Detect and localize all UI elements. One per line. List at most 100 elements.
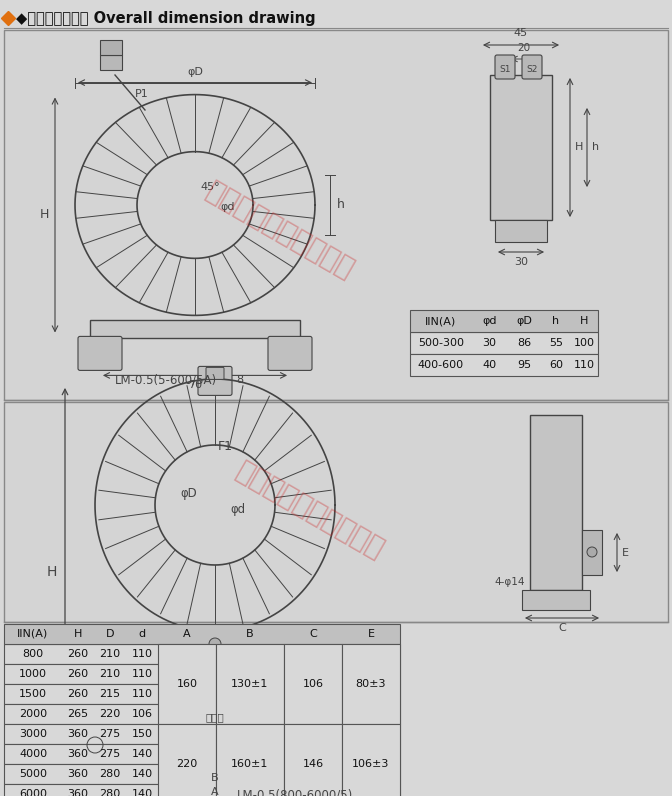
Bar [231,655,249,669]
Bar [582,530,602,575]
Text: 110: 110 [573,360,595,370]
Bar [181,655,199,669]
Text: H: H [580,316,588,326]
FancyBboxPatch shape [78,337,122,370]
Bar [342,724,400,796]
Text: 5000: 5000 [19,769,47,779]
Text: h: h [592,142,599,153]
FancyBboxPatch shape [57,728,373,762]
Bar [4,704,400,724]
FancyBboxPatch shape [495,55,515,79]
Text: 140: 140 [132,749,153,759]
Bar [183,635,197,649]
Text: 20: 20 [517,43,531,53]
Text: B: B [246,629,254,639]
Text: A: A [211,787,219,796]
Text: E: E [368,629,374,639]
Bar [4,764,400,784]
Text: 8: 8 [236,376,243,385]
Bar [284,724,342,796]
Bar [410,310,598,332]
Text: 220: 220 [99,709,121,719]
Text: LM-0.5(800-6000/5): LM-0.5(800-6000/5) [237,788,353,796]
Circle shape [587,547,597,557]
Text: 55: 55 [549,338,563,348]
Text: 1000: 1000 [19,669,47,679]
Text: 140: 140 [132,769,153,779]
Bar [4,30,668,400]
Text: 215: 215 [99,689,120,699]
Text: ◆外形及安装尺寸 Overall dimension drawing: ◆外形及安装尺寸 Overall dimension drawing [16,10,316,25]
Text: 45°: 45° [200,182,220,192]
Text: 106±3: 106±3 [352,759,390,769]
Text: C: C [558,623,566,633]
Text: H: H [74,629,82,639]
Text: 106: 106 [132,709,153,719]
Text: 260: 260 [67,649,89,659]
Text: φd: φd [230,503,245,516]
Text: φD: φD [187,67,203,76]
Bar [284,644,342,724]
Text: IIN(A): IIN(A) [17,629,48,639]
Bar [410,332,598,354]
Bar [530,415,582,590]
Text: S2: S2 [526,65,538,75]
Text: 45: 45 [514,28,528,38]
Bar [410,354,598,376]
Bar [522,590,590,610]
Text: 260: 260 [67,689,89,699]
FancyBboxPatch shape [522,55,542,79]
Text: 上海互凌電氣有限公司: 上海互凌電氣有限公司 [231,456,389,564]
Text: 4-φ14: 4-φ14 [495,577,525,587]
Text: 100: 100 [573,338,595,348]
Text: F1: F1 [218,440,233,453]
Text: 6000: 6000 [19,789,47,796]
FancyBboxPatch shape [81,669,349,707]
Text: 280: 280 [99,769,121,779]
Text: 360: 360 [67,789,89,796]
Bar [100,55,122,70]
Text: 265: 265 [67,709,89,719]
Text: 275: 275 [99,729,121,739]
Text: 140: 140 [132,789,153,796]
Text: 95: 95 [517,360,532,370]
Text: 220: 220 [176,759,198,769]
Text: φd: φd [482,316,497,326]
Text: 275: 275 [99,749,121,759]
Text: LM-0.5(5-600/5A): LM-0.5(5-600/5A) [115,373,217,386]
Text: 2000: 2000 [19,709,47,719]
Bar [90,321,300,338]
FancyBboxPatch shape [268,337,312,370]
Bar [4,744,400,764]
Text: P1: P1 [135,89,149,99]
Text: E: E [622,548,629,557]
Text: 160: 160 [177,679,198,689]
Text: 260: 260 [67,669,89,679]
Text: 500-300: 500-300 [418,338,464,348]
Bar [4,644,400,664]
Bar [170,633,270,653]
Text: 30: 30 [514,257,528,267]
Text: 4000: 4000 [19,749,47,759]
Text: 60: 60 [549,360,563,370]
Text: 800: 800 [22,649,44,659]
Bar [216,724,284,796]
Circle shape [209,638,221,650]
Bar [495,220,547,242]
Text: H: H [40,209,49,221]
Text: 130±1: 130±1 [231,679,269,689]
Bar [203,635,217,649]
Text: S1: S1 [499,65,511,75]
Bar [223,635,237,649]
Text: H: H [46,565,57,579]
Text: 400-600: 400-600 [418,360,464,370]
Text: D: D [106,629,114,639]
Text: 110: 110 [132,689,153,699]
Text: 80±3: 80±3 [355,679,386,689]
Text: 146: 146 [302,759,323,769]
Bar [490,75,552,220]
Text: 360: 360 [67,769,89,779]
Text: 3000: 3000 [19,729,47,739]
Bar [4,624,400,644]
Text: 警告牌: 警告牌 [206,712,224,722]
